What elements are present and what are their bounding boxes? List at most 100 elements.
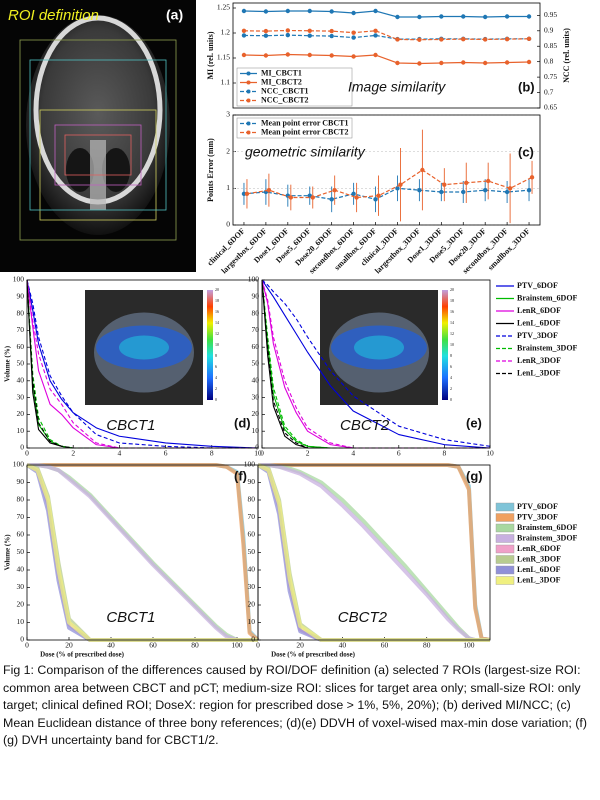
y-tick-label: 30 — [17, 582, 25, 591]
x-tick-label: 0 — [256, 641, 260, 650]
marker — [461, 60, 466, 65]
y-tick-label: 2 — [226, 146, 230, 155]
y-tick-label: 70 — [252, 325, 260, 334]
x-tick-label: 2 — [306, 449, 310, 458]
colorbar-label: 2 — [215, 386, 217, 391]
panel-tag: (f) — [234, 468, 247, 483]
marker — [504, 36, 510, 42]
marker — [504, 189, 510, 195]
y-tick-label: 70 — [17, 512, 25, 521]
y-tick-label: 60 — [248, 530, 256, 539]
y-tick-label: 50 — [248, 547, 256, 556]
legend-swatch — [495, 534, 515, 543]
colorbar-label: 20 — [450, 287, 454, 292]
marker — [526, 36, 532, 42]
legend-label: LenL_6DOF — [517, 565, 561, 574]
marker — [351, 35, 356, 40]
marker — [439, 60, 444, 66]
axis-label: Dose (% of prescribed dose) — [271, 651, 356, 659]
marker — [285, 28, 291, 33]
y-tick-label: 30 — [252, 392, 260, 401]
colorbar-label: 20 — [215, 287, 219, 292]
legend-box — [236, 67, 353, 107]
series-line — [246, 169, 533, 199]
colorbar-label: 18 — [450, 298, 454, 303]
legend-marker — [246, 130, 251, 135]
marker — [329, 33, 334, 39]
x-tick-label: 10 — [254, 449, 262, 458]
legend-label: LenR_3DOF — [517, 554, 561, 563]
marker — [373, 33, 378, 38]
axis-label: Volume (%) — [4, 534, 12, 571]
marker — [241, 28, 247, 33]
marker — [482, 60, 488, 66]
marker — [329, 197, 334, 202]
colorbar-label: 18 — [215, 298, 219, 303]
panel-tag: (e) — [466, 415, 482, 430]
legend-label: NCC_CBCT2 — [261, 95, 309, 104]
colorbar-label: 0 — [215, 397, 217, 402]
marker — [464, 180, 469, 186]
y-tick-label: 10 — [17, 426, 25, 435]
marker — [376, 193, 381, 198]
legend-box — [236, 117, 353, 139]
y-tick-label: 20 — [248, 600, 256, 609]
legend-label: LenL_6DOF — [517, 318, 561, 327]
y-tick-label: 60 — [17, 342, 25, 351]
legend-label: PTV_6DOF — [517, 502, 558, 511]
y-tick-label: 80 — [252, 308, 260, 317]
marker — [351, 10, 356, 16]
marker — [351, 54, 356, 59]
axis-label: NCC (rel. units) — [562, 28, 571, 83]
colorbar-label: 6 — [450, 364, 452, 369]
inset-dose — [354, 335, 404, 360]
marker — [439, 37, 444, 42]
y-tick-label: 100 — [244, 460, 256, 469]
colorbar-label: 12 — [450, 331, 454, 336]
y-tick-label: 60 — [17, 530, 25, 539]
panel-tag: (d) — [234, 415, 251, 430]
y-tick-label: 40 — [17, 376, 25, 385]
annotation: geometric similarity — [245, 144, 366, 160]
plot-frame — [257, 464, 491, 641]
dvh-line — [26, 279, 258, 449]
y-tick-label: 0 — [226, 220, 230, 229]
legend-swatch — [495, 502, 515, 512]
marker — [461, 14, 466, 19]
x-tick-label: 6 — [397, 449, 401, 458]
marker — [329, 28, 334, 34]
colorbar-label: 14 — [450, 320, 454, 325]
axis-label: Dose (% of prescribed dose) — [40, 651, 125, 659]
legend-label: PTV_3DOF — [517, 331, 558, 340]
panel-tag: (c) — [518, 144, 534, 159]
marker — [461, 36, 466, 42]
y-tick-label: 50 — [17, 359, 25, 368]
marker — [310, 195, 315, 200]
y-tick-label: 40 — [252, 376, 260, 385]
marker — [285, 52, 291, 57]
y-tick-label: 100 — [13, 275, 25, 284]
marker — [504, 60, 510, 65]
y-tick-label: 90 — [252, 292, 260, 301]
marker — [398, 182, 403, 187]
marker — [263, 9, 269, 14]
colorbar-label: 10 — [450, 342, 454, 347]
y-tick-label: 70 — [248, 512, 256, 521]
marker — [266, 187, 272, 193]
y-tick-label: 80 — [248, 495, 256, 504]
colorbar-label: 4 — [215, 375, 217, 380]
y-tick-label: 3 — [226, 110, 230, 119]
colorbar-label: 16 — [450, 309, 454, 314]
y-tick-label: 70 — [17, 325, 25, 334]
panel-tag: (a) — [166, 7, 183, 23]
legend-label: LenR_6DOF — [517, 544, 561, 553]
series-line — [243, 10, 530, 18]
marker — [263, 53, 269, 58]
legend-label: Mean point error CBCT2 — [261, 127, 348, 136]
y-tick-label: 40 — [17, 565, 25, 574]
marker — [241, 52, 247, 58]
marker — [507, 186, 513, 191]
y-tick-label: 0 — [251, 635, 255, 644]
colorbar-label: 4 — [450, 375, 452, 380]
